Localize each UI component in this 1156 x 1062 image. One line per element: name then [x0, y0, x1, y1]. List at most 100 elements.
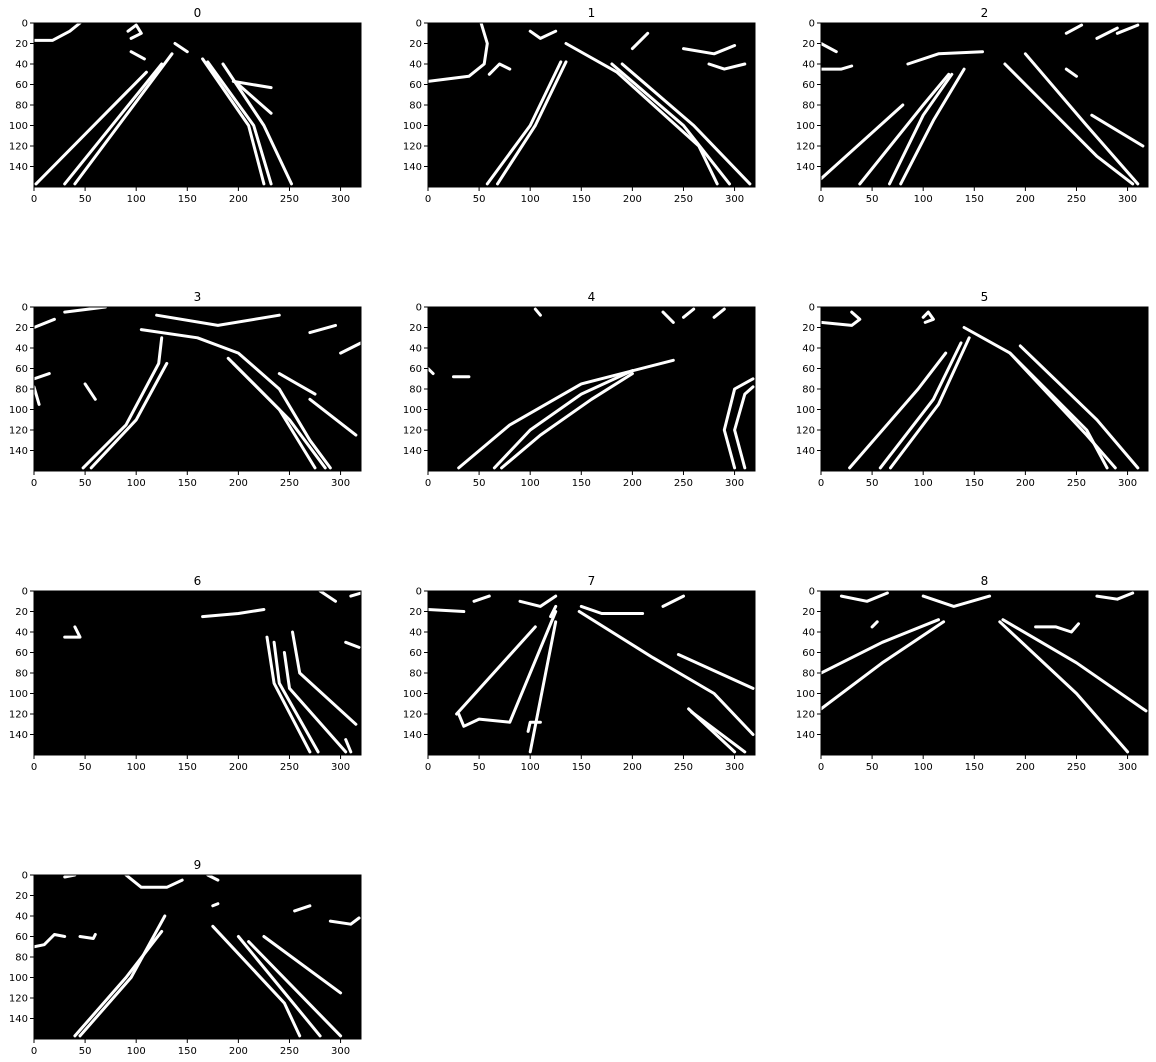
edge-line — [1008, 351, 1117, 470]
edge-line — [455, 625, 537, 716]
edge-line — [308, 323, 337, 335]
edge-line — [472, 594, 491, 603]
edge-line — [821, 310, 862, 327]
edge-line — [34, 933, 67, 949]
x-tick-label: 100 — [127, 762, 146, 773]
edge-line — [34, 372, 51, 381]
x-tick-label: 300 — [331, 762, 350, 773]
y-tick-label: 60 — [15, 648, 28, 659]
edge-line — [998, 620, 1130, 754]
panel-title: 0 — [194, 6, 202, 20]
panel-title: 7 — [588, 574, 596, 588]
y-tick-label: 40 — [409, 344, 422, 355]
x-tick-label: 0 — [31, 1046, 37, 1057]
edge-line — [492, 369, 634, 470]
edge-line — [308, 397, 358, 437]
edge-line — [428, 367, 435, 376]
y-tick-label: 20 — [15, 323, 28, 334]
x-tick-label: 100 — [914, 194, 933, 205]
y-tick-label: 120 — [9, 994, 28, 1005]
edge-line — [577, 610, 755, 736]
y-tick-label: 40 — [15, 60, 28, 71]
edge-line — [661, 310, 675, 324]
edge-line — [1034, 622, 1080, 634]
edge-line — [291, 630, 358, 726]
edge-line — [293, 904, 312, 913]
y-tick-label: 20 — [802, 607, 815, 618]
edge-line — [496, 60, 568, 186]
y-tick-label: 80 — [15, 385, 28, 396]
y-tick-label: 80 — [409, 101, 422, 112]
edge-line — [206, 60, 273, 186]
edge-line — [428, 608, 466, 613]
y-tick-label: 20 — [409, 39, 422, 50]
edge-line — [564, 42, 719, 186]
x-tick-label: 250 — [280, 194, 299, 205]
edge-line — [888, 72, 954, 186]
edge-line — [231, 361, 327, 470]
edge-line — [339, 341, 361, 355]
x-tick-label: 150 — [178, 1046, 197, 1057]
edge-line — [63, 625, 82, 639]
y-tick-label: 100 — [9, 121, 28, 132]
x-tick-label: 150 — [965, 194, 984, 205]
edge-line — [63, 307, 107, 314]
edge-line — [870, 620, 879, 629]
edge-line — [712, 307, 726, 319]
x-tick-label: 100 — [914, 762, 933, 773]
edge-line — [526, 720, 542, 733]
edge-line — [878, 341, 963, 470]
edge-line — [247, 940, 343, 1038]
edge-line — [921, 594, 992, 608]
edge-line — [318, 591, 337, 603]
y-tick-label: 20 — [15, 891, 28, 902]
edge-line — [221, 62, 293, 186]
edge-line — [707, 62, 747, 71]
y-tick-label: 80 — [409, 385, 422, 396]
x-tick-label: 50 — [473, 194, 486, 205]
panel-title: 2 — [981, 6, 989, 20]
y-tick-label: 120 — [796, 142, 815, 153]
edge-line — [821, 64, 854, 71]
edge-line — [236, 935, 322, 1038]
edge-line — [155, 313, 281, 327]
y-tick-label: 100 — [796, 405, 815, 416]
y-tick-label: 60 — [409, 648, 422, 659]
y-tick-label: 100 — [9, 405, 28, 416]
edge-line — [282, 651, 348, 754]
edge-line — [236, 83, 273, 115]
edge-line — [344, 640, 361, 649]
edge-line — [201, 608, 266, 619]
y-tick-label: 140 — [9, 162, 28, 173]
x-tick-label: 0 — [425, 194, 431, 205]
edge-line — [73, 52, 174, 186]
x-tick-label: 0 — [818, 194, 824, 205]
edge-line — [682, 307, 696, 319]
y-tick-label: 140 — [796, 162, 815, 173]
edge-line — [1003, 62, 1135, 186]
x-tick-label: 300 — [1118, 194, 1137, 205]
edge-line — [661, 594, 685, 608]
panel-title: 4 — [588, 290, 596, 304]
x-tick-label: 200 — [229, 478, 248, 489]
x-tick-label: 100 — [127, 1046, 146, 1057]
x-tick-label: 200 — [1016, 194, 1035, 205]
edge-line — [428, 23, 489, 83]
y-tick-label: 120 — [403, 710, 422, 721]
panel-3: 3 0 50 100 150 200 250 300 0 20 40 60 80 100 120 140 — [9, 290, 362, 489]
x-tick-label: 50 — [79, 478, 92, 489]
edge-line — [34, 70, 148, 186]
x-tick-label: 200 — [229, 1046, 248, 1057]
edge-line — [1064, 67, 1078, 78]
edge-line — [1018, 344, 1140, 470]
edge-line — [63, 62, 164, 186]
y-tick-label: 0 — [416, 587, 422, 598]
edge-line — [129, 50, 146, 61]
y-tick-label: 140 — [9, 730, 28, 741]
x-tick-label: 150 — [965, 478, 984, 489]
panel-title: 9 — [194, 858, 202, 872]
x-tick-label: 250 — [1067, 194, 1086, 205]
y-tick-label: 120 — [403, 426, 422, 437]
x-tick-label: 250 — [674, 194, 693, 205]
y-tick-label: 0 — [22, 871, 28, 882]
